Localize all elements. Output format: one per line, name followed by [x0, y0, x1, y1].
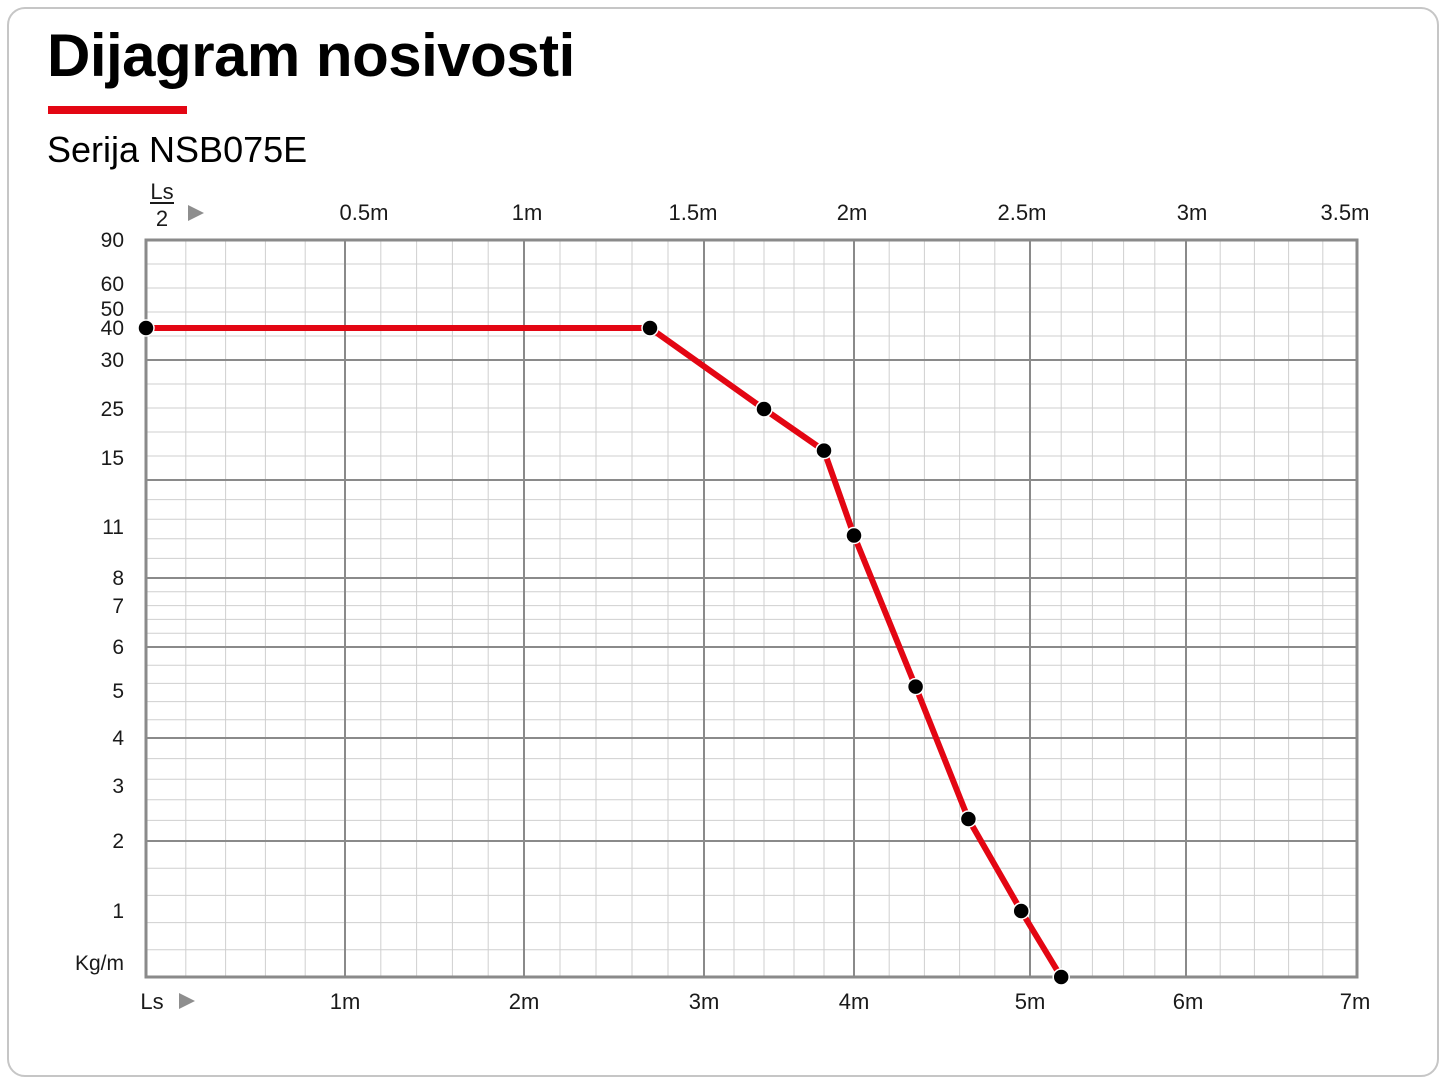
y-tick-label: 7 — [112, 595, 124, 618]
bottom-tick-label: 7m — [1340, 989, 1371, 1014]
data-point-marker — [959, 810, 978, 828]
y-tick-label: 1 — [112, 900, 124, 923]
top-tick-label: 0.5m — [340, 200, 389, 225]
bottom-tick-label: 3m — [689, 989, 720, 1014]
page-title: Dijagram nosivosti — [47, 22, 575, 89]
y-tick-label: 5 — [112, 680, 124, 703]
plot-border — [144, 238, 1359, 979]
bottom-tick-label: 4m — [839, 989, 870, 1014]
top-tick-labels: 0.5m 1m 1.5m 2m 2.5m 3m 3.5m — [340, 200, 1370, 225]
y-tick-label: 3 — [112, 775, 124, 798]
y-tick-label: 90 — [101, 229, 124, 252]
data-point-marker — [755, 400, 773, 418]
bottom-tick-label: 5m — [1015, 989, 1046, 1014]
top-tick-label: 2m — [837, 200, 868, 225]
top-axis-label-numerator: Ls — [150, 179, 173, 204]
minor-gridlines — [146, 240, 1357, 977]
bottom-axis-arrow-icon — [179, 993, 195, 1009]
y-tick-label: 8 — [112, 567, 124, 590]
top-axis-label-denominator: 2 — [156, 206, 168, 231]
bottom-tick-label: 6m — [1173, 989, 1204, 1014]
data-point-marker — [641, 319, 659, 337]
top-axis: Ls 2 — [150, 179, 204, 231]
y-tick-label: 50 — [101, 298, 124, 321]
top-tick-label: 1.5m — [669, 200, 718, 225]
y-tick-label: 6 — [112, 636, 124, 659]
series-layer — [137, 319, 1070, 986]
y-tick-label: 30 — [101, 349, 124, 372]
y-tick-label: 40 — [101, 317, 124, 340]
bottom-tick-label: 1m — [330, 989, 361, 1014]
data-point-marker — [845, 526, 863, 545]
y-tick-label: 2 — [112, 830, 124, 853]
data-point-marker — [1052, 968, 1070, 986]
top-axis-arrow-icon — [188, 205, 204, 221]
top-tick-label: 2.5m — [998, 200, 1047, 225]
chart-frame — [7, 7, 1439, 1077]
title-accent-bar — [48, 106, 187, 114]
bottom-axis: Ls — [140, 989, 195, 1014]
data-point-marker — [137, 319, 155, 337]
major-gridlines — [144, 238, 1359, 979]
y-tick-label: 15 — [101, 447, 124, 470]
bottom-axis-label: Ls — [140, 989, 163, 1014]
data-point-marker — [815, 441, 833, 460]
bottom-tick-label: 2m — [509, 989, 540, 1014]
data-point-marker — [1012, 902, 1030, 920]
series-subtitle: Serija NSB075E — [47, 129, 308, 170]
y-axis-unit-label: Kg/m — [75, 952, 124, 975]
bottom-tick-labels: 1m 2m 3m 4m 5m 6m 7m — [330, 989, 1371, 1014]
y-tick-label: 11 — [102, 516, 124, 539]
top-tick-label: 1m — [512, 200, 543, 225]
top-tick-label: 3m — [1177, 200, 1208, 225]
y-tick-label: 4 — [112, 727, 124, 750]
y-tick-label: 25 — [101, 398, 124, 421]
data-point-marker — [906, 677, 925, 696]
top-tick-label: 3.5m — [1321, 200, 1370, 225]
y-tick-label: 60 — [101, 273, 124, 296]
